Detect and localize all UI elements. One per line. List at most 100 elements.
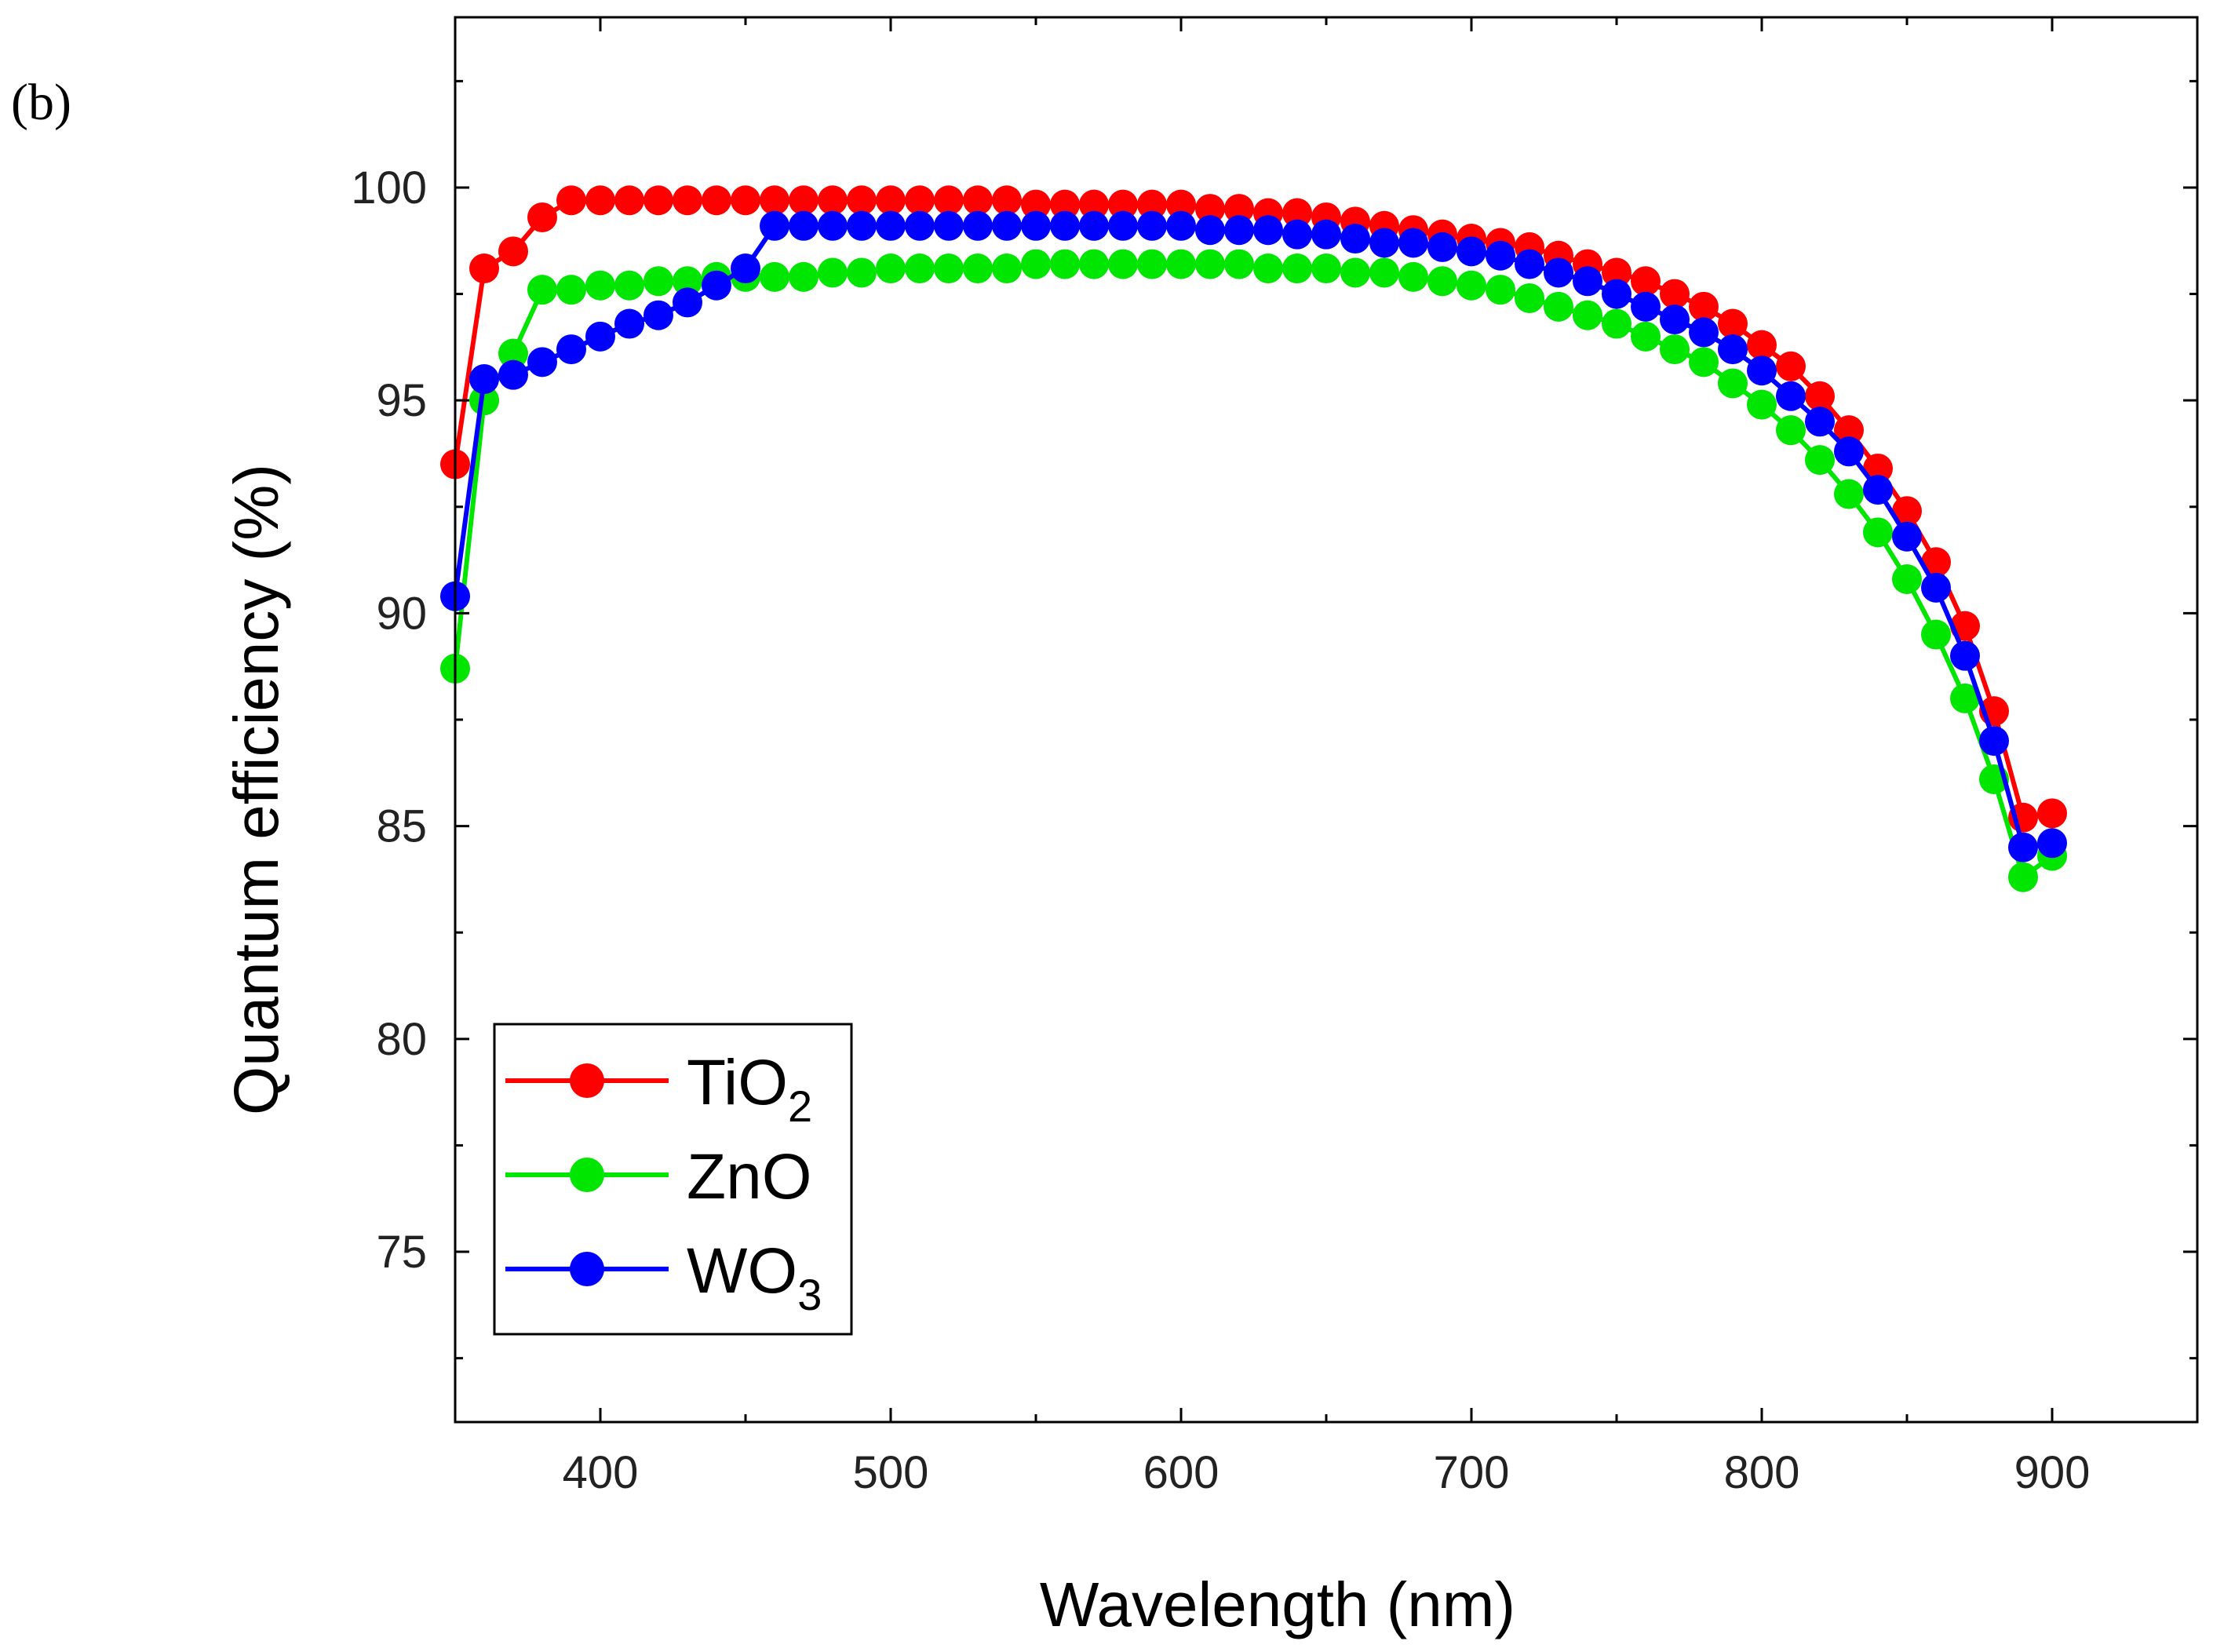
- data-point: [556, 185, 586, 216]
- y-tick-label: 90: [376, 588, 427, 639]
- data-point: [1718, 308, 1748, 339]
- data-point: [1544, 291, 1573, 322]
- data-point: [1224, 215, 1254, 246]
- y-axis-title: Quantum efficiency (%): [221, 464, 291, 1115]
- data-point: [1224, 194, 1254, 224]
- data-point: [847, 257, 877, 288]
- legend-label: WO3: [687, 1235, 822, 1319]
- data-point: [1398, 228, 1428, 258]
- legend-entry-tio2: TiO2: [505, 1047, 812, 1131]
- data-point: [1021, 210, 1051, 241]
- data-point: [1718, 368, 1748, 399]
- data-point: [1950, 640, 1980, 671]
- data-point: [2037, 828, 2067, 859]
- data-point: [527, 202, 557, 232]
- data-point: [1602, 308, 1631, 339]
- data-point: [992, 253, 1022, 284]
- y-tick-label: 75: [376, 1227, 427, 1278]
- data-point: [818, 257, 848, 288]
- data-point: [1108, 249, 1138, 279]
- data-point: [527, 275, 557, 305]
- data-point: [469, 364, 499, 395]
- series-line: [453, 261, 2054, 881]
- data-point: [1631, 291, 1661, 322]
- data-point: [1253, 215, 1283, 246]
- axes-layer: 400 500 600 700 800 900 75 80 85 90 95 100: [351, 16, 2199, 1498]
- data-point: [498, 338, 528, 369]
- legend-marker: [570, 1158, 604, 1192]
- data-point: [905, 210, 935, 241]
- data-point: [1892, 564, 1922, 594]
- data-point: [963, 210, 993, 241]
- data-point: [934, 210, 964, 241]
- data-point: [1108, 210, 1138, 241]
- data-point: [1486, 275, 1515, 305]
- data-point: [1166, 189, 1196, 220]
- data-point: [1369, 257, 1399, 288]
- data-point: [1805, 407, 1835, 437]
- data-point: [2008, 832, 2038, 862]
- data-point: [1718, 334, 1748, 365]
- legend-marker: [570, 1252, 604, 1286]
- data-point: [702, 185, 731, 216]
- data-point: [1427, 232, 1457, 262]
- data-point: [673, 266, 702, 297]
- data-point: [934, 253, 964, 284]
- data-point: [876, 210, 906, 241]
- data-point: [585, 185, 615, 216]
- data-point: [643, 185, 673, 216]
- x-axis-title: Wavelength (nm): [1040, 1570, 1515, 1639]
- x-tick-label: 800: [1724, 1447, 1800, 1498]
- data-point: [1921, 547, 1951, 578]
- series-line: [453, 223, 2053, 851]
- legend-entry-zno: ZnO: [505, 1141, 811, 1213]
- data-point: [1282, 219, 1312, 250]
- data-point: [1631, 321, 1661, 352]
- data-point: [1108, 189, 1138, 220]
- data-point: [876, 185, 906, 216]
- data-point: [1863, 517, 1893, 548]
- data-point: [1282, 198, 1312, 228]
- data-point: [905, 253, 935, 284]
- data-point: [818, 210, 848, 241]
- data-point: [934, 185, 964, 216]
- x-tick-label: 900: [2014, 1447, 2091, 1498]
- data-point: [731, 253, 760, 284]
- data-point: [760, 261, 789, 292]
- data-point: [1456, 236, 1486, 267]
- data-point: [847, 185, 877, 216]
- data-point: [1166, 210, 1196, 241]
- data-point: [556, 275, 586, 305]
- data-point: [789, 261, 818, 292]
- data-point: [1834, 436, 1864, 467]
- data-point: [1050, 189, 1080, 220]
- data-point: [1979, 726, 2009, 757]
- data-point: [556, 334, 586, 365]
- data-point: [1515, 249, 1544, 279]
- data-point: [1050, 210, 1080, 241]
- data-point: [643, 300, 673, 330]
- data-point: [1311, 219, 1341, 250]
- data-point: [1166, 249, 1196, 279]
- data-point: [614, 270, 644, 301]
- data-point: [1340, 257, 1370, 288]
- data-point: [1747, 330, 1777, 360]
- data-point: [1834, 479, 1864, 509]
- data-point: [1079, 210, 1109, 241]
- data-point: [1863, 453, 1893, 483]
- data-point: [1892, 521, 1922, 552]
- data-point: [1369, 228, 1399, 258]
- data-point: [2037, 798, 2067, 829]
- data-point: [1195, 194, 1225, 224]
- data-point: [1282, 253, 1312, 284]
- y-tick-label: 95: [376, 375, 427, 426]
- data-point: [847, 210, 877, 241]
- data-point: [1311, 253, 1341, 284]
- legend-marker: [570, 1063, 604, 1098]
- data-point: [963, 253, 993, 284]
- data-point: [1776, 351, 1806, 381]
- data-point: [498, 359, 528, 390]
- data-point: [1195, 249, 1225, 279]
- data-point: [585, 270, 615, 301]
